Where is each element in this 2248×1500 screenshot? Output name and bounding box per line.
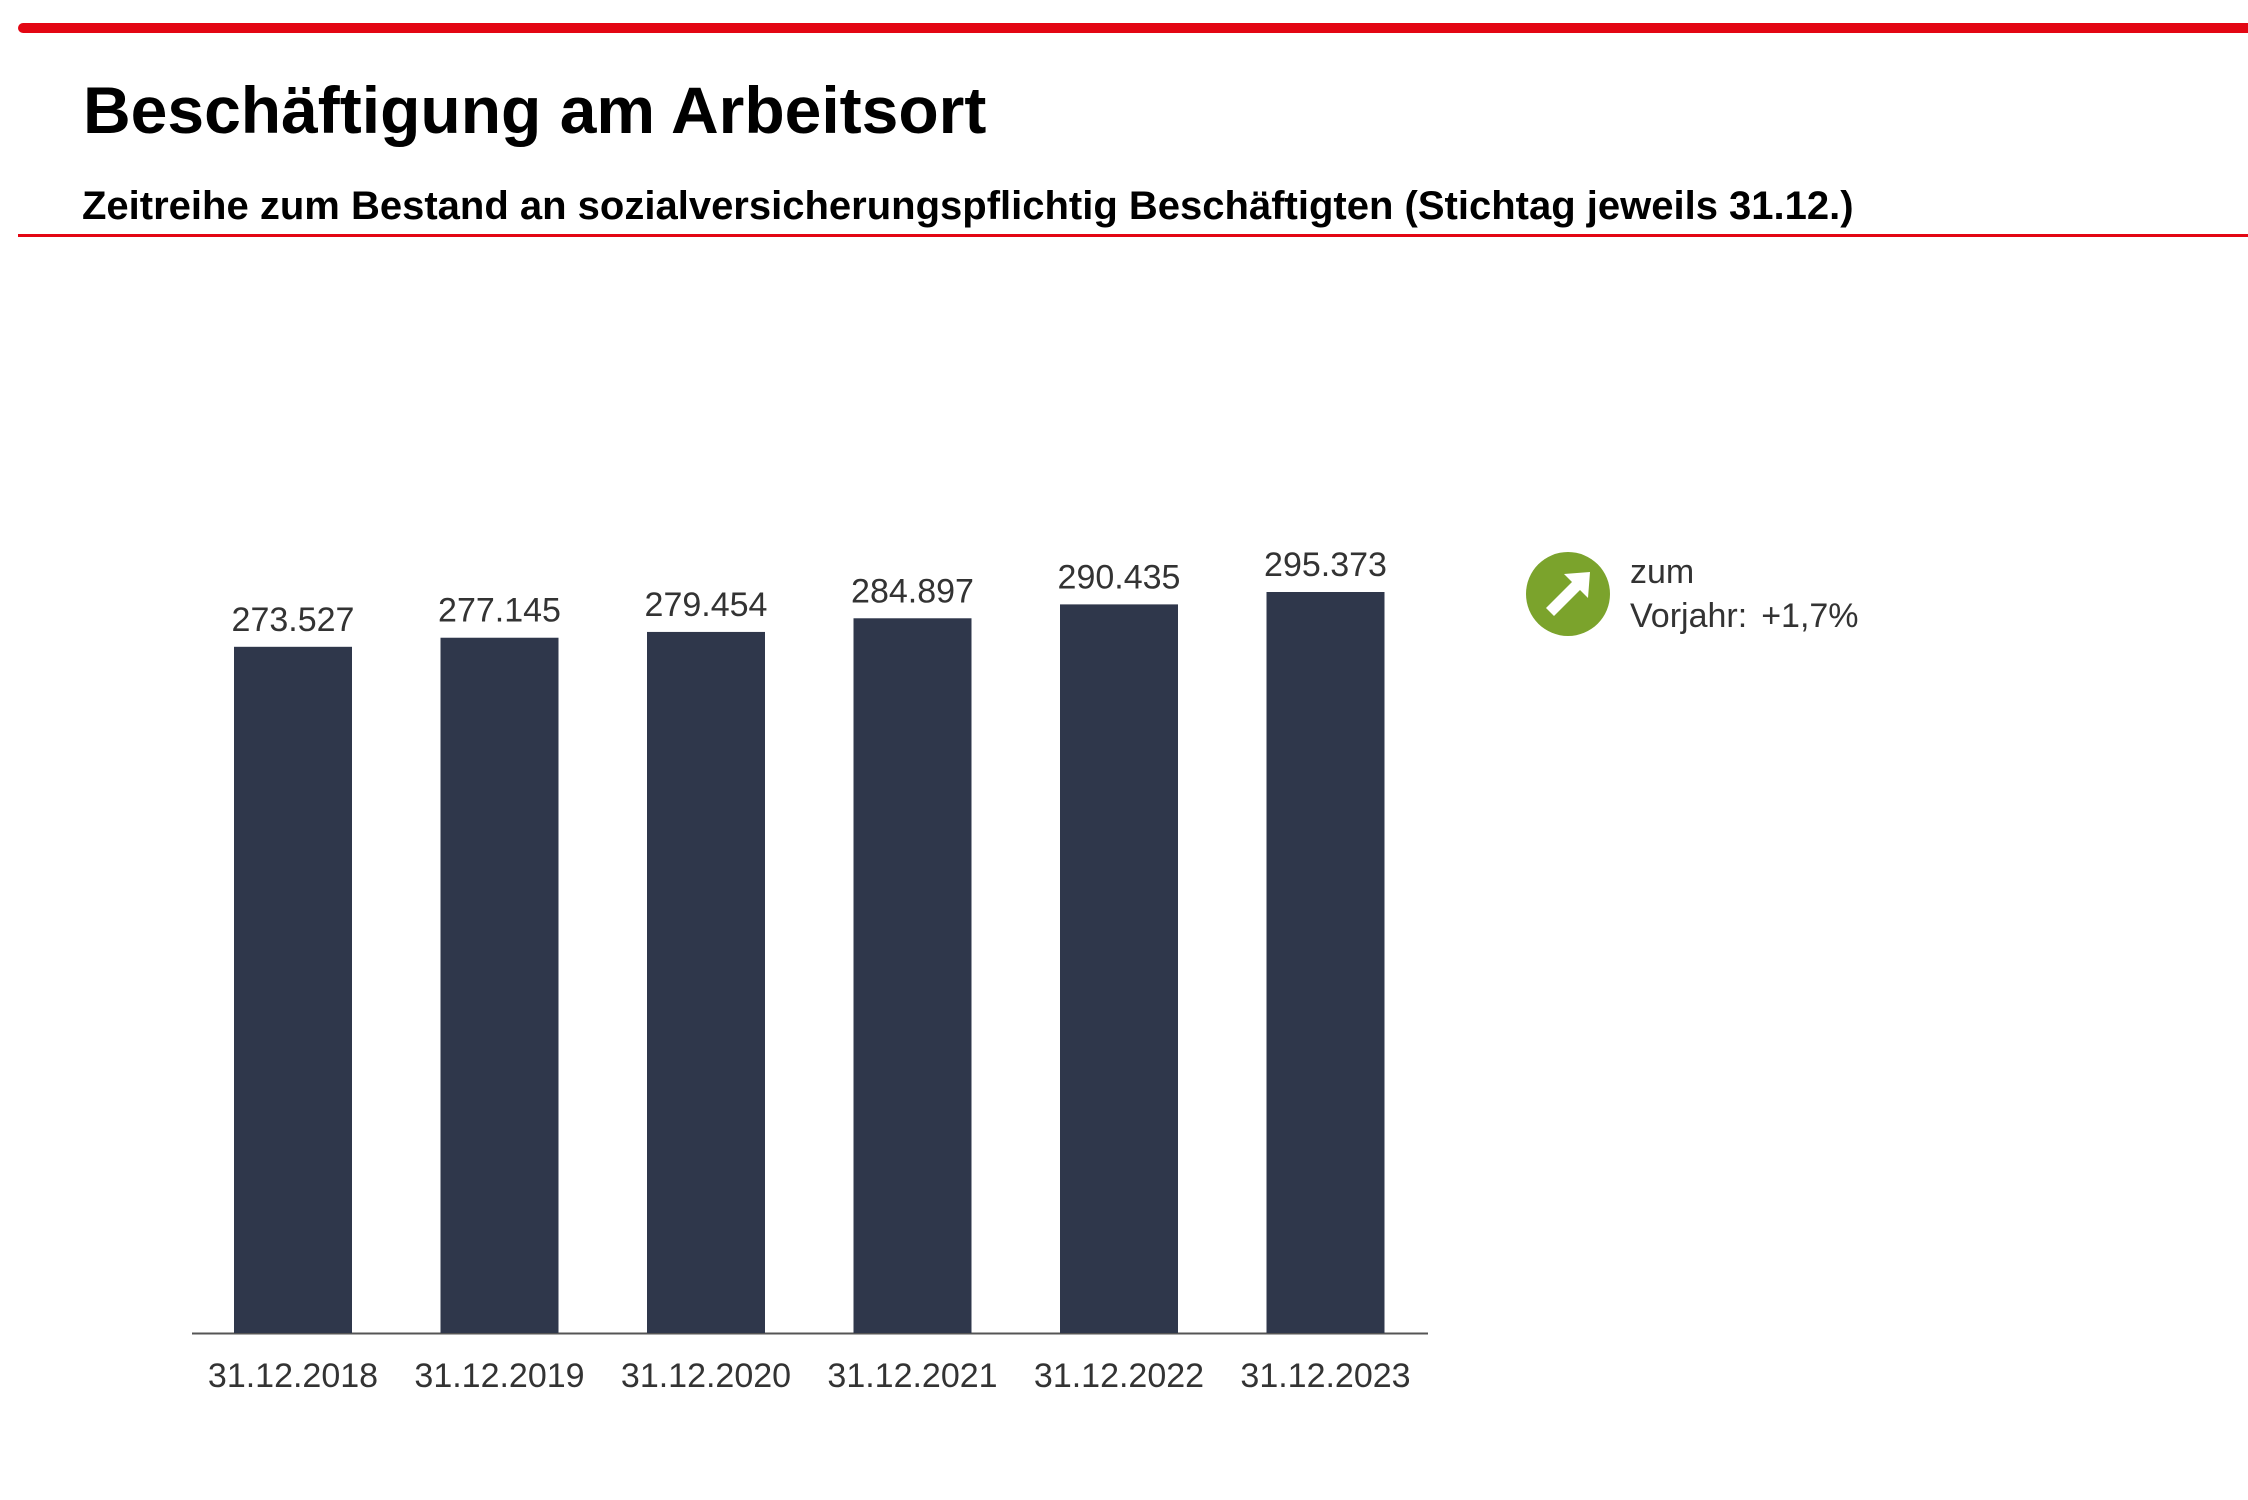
yoy-label-line1: zum [1630, 553, 1695, 591]
x-tick-label: 31.12.2019 [414, 1357, 584, 1395]
page-title: Beschäftigung am Arbeitsort [83, 73, 987, 147]
x-tick-label: 31.12.2023 [1240, 1357, 1410, 1395]
bar-31.12.2020 [647, 631, 765, 1333]
x-tick-label: 31.12.2021 [827, 1357, 997, 1395]
data-label: 279.454 [645, 586, 768, 624]
yoy-change: zum Vorjahr: +1,7% [1630, 550, 1859, 638]
data-label: 295.373 [1264, 546, 1387, 584]
x-tick-label: 31.12.2022 [1034, 1357, 1204, 1395]
data-label: 277.145 [438, 592, 561, 630]
bar-31.12.2022 [1060, 604, 1178, 1333]
subtitle-divider [18, 234, 2248, 237]
x-tick-label: 31.12.2018 [208, 1357, 378, 1395]
trend-arrow-up-right-icon [1524, 550, 1612, 638]
bar-31.12.2019 [440, 637, 559, 1333]
page-subtitle: Zeitreihe zum Bestand an sozialversicher… [82, 184, 1854, 228]
bar-31.12.2018 [234, 646, 352, 1333]
x-tick-label: 31.12.2020 [621, 1357, 791, 1395]
arrow-up-right-icon [1526, 552, 1610, 636]
data-label: 273.527 [232, 601, 355, 639]
top-accent-rule [18, 23, 2248, 33]
bar-31.12.2021 [853, 618, 972, 1333]
yoy-label-line2: Vorjahr: [1630, 597, 1748, 635]
bar-31.12.2023 [1266, 592, 1385, 1333]
data-label: 284.897 [851, 572, 974, 610]
data-label: 290.435 [1058, 558, 1181, 596]
yoy-value: +1,7% [1761, 597, 1859, 635]
